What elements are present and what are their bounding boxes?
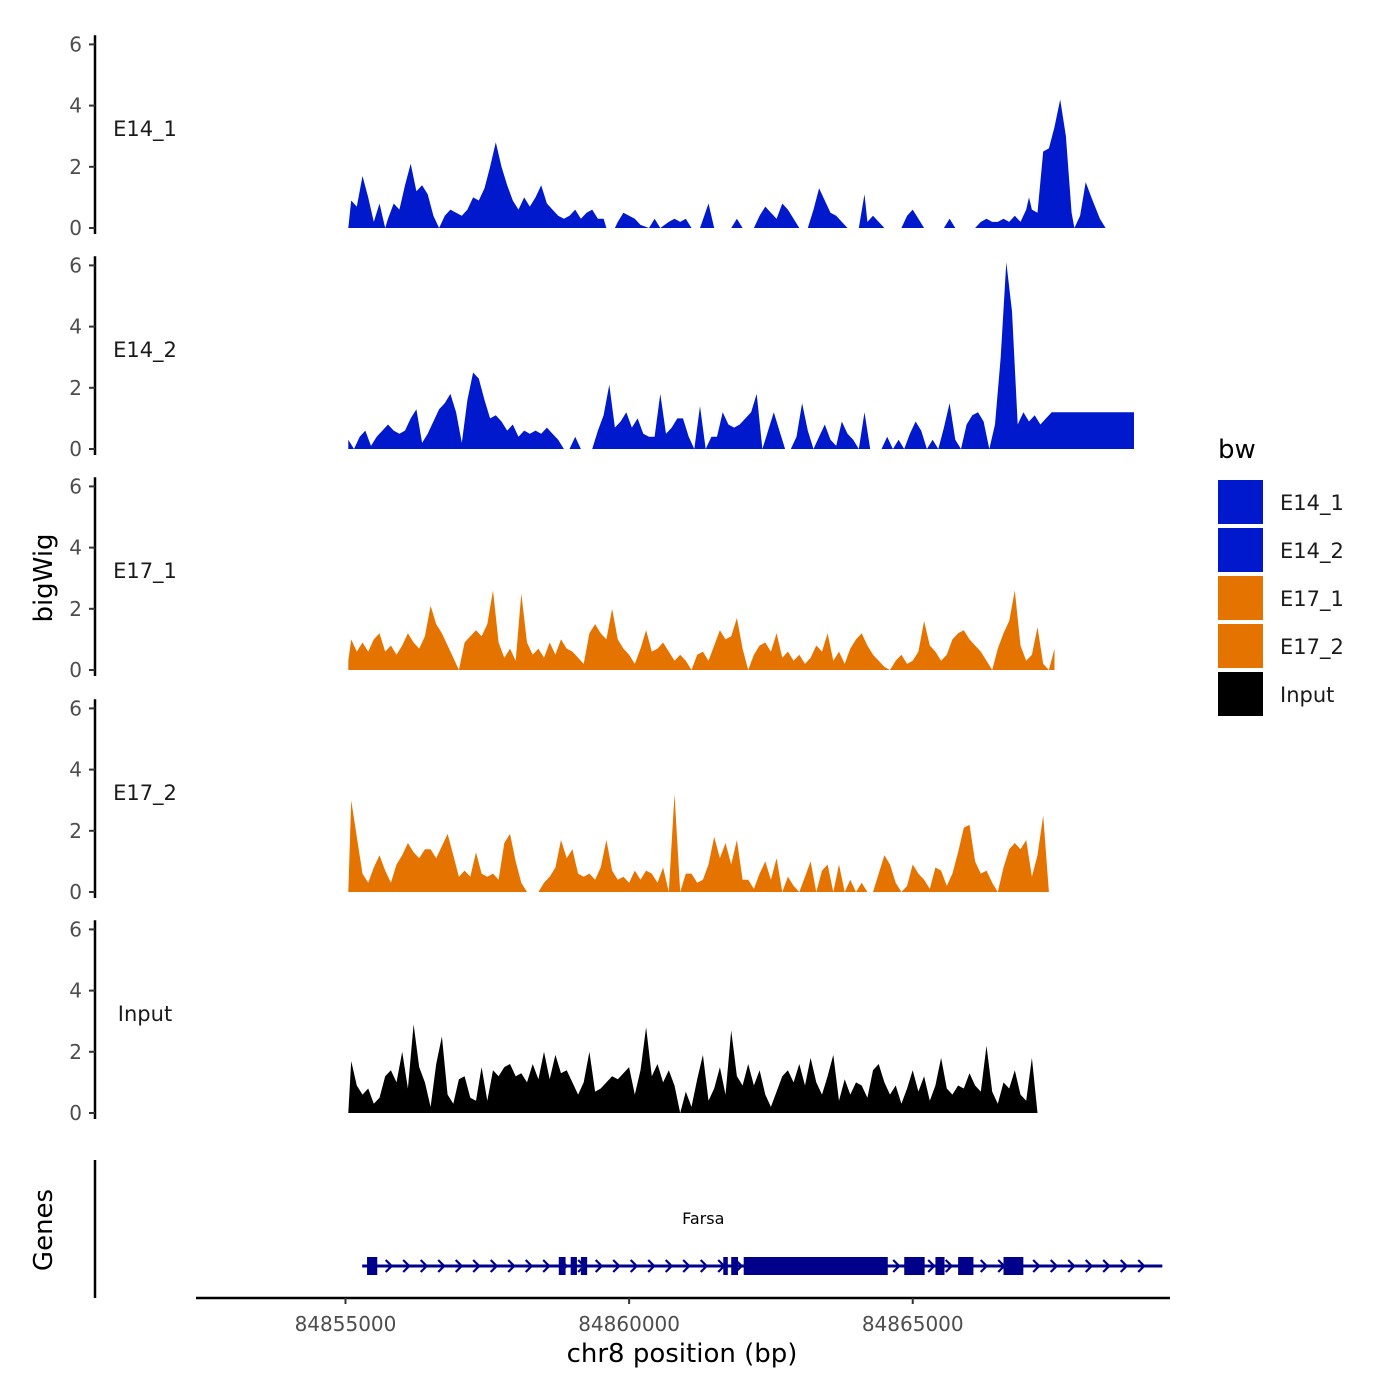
y-tick-label: 0 xyxy=(69,216,82,240)
y-tick-label: 6 xyxy=(69,253,82,277)
strand-arrow xyxy=(892,1259,901,1273)
track-label-E17_1: E17_1 xyxy=(113,559,177,584)
legend-title: bw xyxy=(1218,435,1256,465)
gene-exon xyxy=(570,1257,577,1275)
track-E14_1: 0 2 4 6 E14_1 xyxy=(69,32,1106,240)
y-tick-label: 6 xyxy=(69,32,82,56)
strand-arrow xyxy=(1067,1259,1076,1273)
gene-exon xyxy=(367,1257,378,1275)
tracks-group: 0 2 4 6 E14_1 0 2 4 6 E14_2 0 2 4 6 E17_1 0 2 4 6 E17_2 0 2 4 6… xyxy=(69,32,1134,1125)
strand-arrow xyxy=(629,1259,639,1273)
y-tick-label: 4 xyxy=(69,758,82,782)
strand-arrow xyxy=(472,1259,481,1273)
strand-arrow xyxy=(664,1259,674,1273)
y-tick-label: 2 xyxy=(69,819,82,843)
strand-arrow xyxy=(594,1259,604,1273)
legend: bw E14_1 E14_2 E17_1 E17_2 Input xyxy=(1218,435,1344,716)
gene-exon xyxy=(580,1257,588,1275)
x-axis-title: chr8 position (bp) xyxy=(567,1339,798,1369)
strand-arrow xyxy=(682,1259,691,1273)
strand-arrow xyxy=(1119,1259,1129,1273)
gene-exon xyxy=(723,1257,728,1275)
track-area-E14_2 xyxy=(348,262,1134,449)
strand-arrow xyxy=(437,1259,446,1273)
strand-arrow xyxy=(542,1259,551,1273)
y-tick-label: 0 xyxy=(69,437,82,461)
y-tick-label: 6 xyxy=(69,917,82,941)
track-area-E17_2 xyxy=(348,794,1049,892)
y-axis-title: bigWig xyxy=(29,533,59,622)
x-tick-label: 84860000 xyxy=(578,1312,680,1336)
y-tick-label: 2 xyxy=(69,376,82,400)
legend-swatch-E17_2 xyxy=(1218,624,1263,668)
strand-arrow xyxy=(454,1259,464,1273)
y-tick-label: 2 xyxy=(69,597,82,621)
y-tick-label: 4 xyxy=(69,979,82,1003)
track-Input: 0 2 4 6 Input xyxy=(69,917,1038,1125)
strand-arrow xyxy=(979,1259,989,1273)
legend-swatch-E14_1 xyxy=(1218,480,1263,524)
strand-arrow xyxy=(612,1259,621,1273)
y-tick-label: 4 xyxy=(69,315,82,339)
track-E17_2: 0 2 4 6 E17_2 xyxy=(69,696,1049,904)
track-E17_1: 0 2 4 6 E17_1 xyxy=(69,474,1055,682)
track-area-E17_1 xyxy=(348,590,1055,670)
y-tick-label: 0 xyxy=(69,880,82,904)
gene-exon xyxy=(958,1257,974,1275)
y-tick-label: 4 xyxy=(69,536,82,560)
legend-label-Input: Input xyxy=(1280,683,1334,707)
x-tick-label: 84855000 xyxy=(295,1312,397,1336)
legend-swatch-E14_2 xyxy=(1218,528,1263,572)
genes-group: Farsa xyxy=(93,1160,1163,1298)
genes-axis-title: Genes xyxy=(29,1189,59,1271)
gene-exon xyxy=(731,1257,739,1275)
strand-arrow xyxy=(699,1259,709,1273)
strand-arrow xyxy=(944,1259,954,1273)
y-tick-label: 6 xyxy=(69,474,82,498)
track-area-Input xyxy=(348,1024,1038,1113)
strand-arrow xyxy=(1049,1259,1059,1273)
track-E14_2: 0 2 4 6 E14_2 xyxy=(69,253,1134,461)
legend-label-E14_1: E14_1 xyxy=(1280,491,1344,516)
track-label-E14_1: E14_1 xyxy=(113,117,177,142)
y-tick-label: 2 xyxy=(69,155,82,179)
track-label-E14_2: E14_2 xyxy=(113,338,177,363)
strand-arrow xyxy=(927,1259,936,1273)
y-tick-label: 6 xyxy=(69,696,82,720)
strand-arrow xyxy=(384,1259,394,1273)
y-tick-label: 0 xyxy=(69,1101,82,1125)
strand-arrow xyxy=(1137,1259,1146,1273)
strand-arrow xyxy=(1102,1259,1111,1273)
track-label-Input: Input xyxy=(118,1002,172,1026)
strand-arrow xyxy=(1032,1259,1041,1273)
track-label-E17_2: E17_2 xyxy=(113,781,177,806)
legend-label-E17_1: E17_1 xyxy=(1280,587,1344,612)
legend-label-E17_2: E17_2 xyxy=(1280,635,1344,660)
legend-label-E14_2: E14_2 xyxy=(1280,539,1344,564)
gene-exon xyxy=(558,1257,566,1275)
strand-arrow xyxy=(419,1259,429,1273)
legend-swatch-Input xyxy=(1218,672,1263,716)
strand-arrow xyxy=(647,1259,656,1273)
strand-arrow xyxy=(1084,1259,1094,1273)
gene-exon xyxy=(743,1257,888,1275)
gene-exon xyxy=(904,1257,925,1275)
y-tick-label: 2 xyxy=(69,1040,82,1064)
gene-exon xyxy=(1003,1257,1024,1275)
strand-arrow xyxy=(402,1259,411,1273)
y-tick-label: 4 xyxy=(69,94,82,118)
gene-name-label: Farsa xyxy=(682,1209,724,1228)
strand-arrow xyxy=(507,1259,516,1273)
strand-arrow xyxy=(489,1259,499,1273)
track-area-E14_1 xyxy=(348,99,1106,228)
legend-swatch-E17_1 xyxy=(1218,576,1263,620)
x-axis: 84855000 84860000 84865000 xyxy=(196,1296,1170,1336)
y-tick-label: 0 xyxy=(69,658,82,682)
x-tick-label: 84865000 xyxy=(862,1312,964,1336)
gene-exon xyxy=(935,1257,945,1275)
strand-arrow xyxy=(524,1259,534,1273)
